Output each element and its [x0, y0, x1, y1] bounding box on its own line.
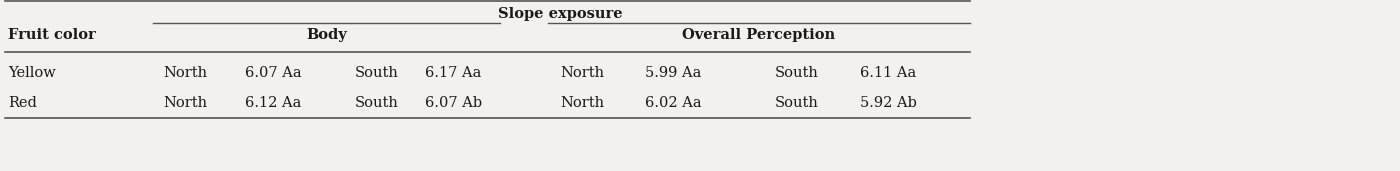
- Text: Overall Perception: Overall Perception: [682, 28, 836, 42]
- Text: Slope exposure: Slope exposure: [497, 7, 623, 21]
- Text: North: North: [560, 66, 605, 80]
- Text: 6.11 Aa: 6.11 Aa: [860, 66, 916, 80]
- Text: South: South: [356, 66, 399, 80]
- Text: North: North: [162, 66, 207, 80]
- Text: South: South: [776, 96, 819, 110]
- Text: 6.02 Aa: 6.02 Aa: [645, 96, 701, 110]
- Text: South: South: [356, 96, 399, 110]
- Text: 5.99 Aa: 5.99 Aa: [645, 66, 701, 80]
- Text: North: North: [560, 96, 605, 110]
- Text: Red: Red: [8, 96, 36, 110]
- Text: Body: Body: [307, 28, 347, 42]
- Text: 6.17 Aa: 6.17 Aa: [426, 66, 482, 80]
- Text: Yellow: Yellow: [8, 66, 56, 80]
- Text: 5.92 Ab: 5.92 Ab: [860, 96, 917, 110]
- Text: 6.12 Aa: 6.12 Aa: [245, 96, 301, 110]
- Text: South: South: [776, 66, 819, 80]
- Text: 6.07 Ab: 6.07 Ab: [426, 96, 482, 110]
- Text: North: North: [162, 96, 207, 110]
- Text: 6.07 Aa: 6.07 Aa: [245, 66, 301, 80]
- Text: Fruit color: Fruit color: [8, 28, 95, 42]
